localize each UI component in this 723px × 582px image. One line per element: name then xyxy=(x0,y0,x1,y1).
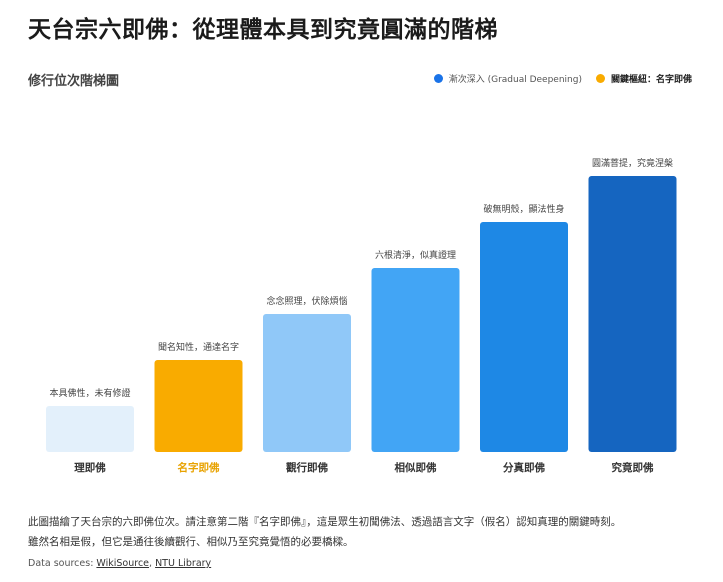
chart-title: 修行位次階梯圖 xyxy=(28,74,120,89)
x-tick-label-3: 觀行即佛 xyxy=(286,461,328,474)
chart-description: 此圖描繪了天台宗的六即佛位次。請注意第二階『名字即佛』，這是眾生初聞佛法、透過語… xyxy=(28,512,700,552)
data-sources: Data sources: WikiSource, NTU Library xyxy=(28,558,211,569)
page-title: 天台宗六即佛：從理體本具到究竟圓滿的階梯 xyxy=(28,17,498,43)
sources-prefix: Data sources: xyxy=(28,558,97,569)
x-tick-label-6: 究竟即佛 xyxy=(612,461,654,474)
legend-item-key: 關鍵樞紐：名字即佛 xyxy=(595,72,692,85)
chart-legend: 漸次深入 (Gradual Deepening) 關鍵樞紐：名字即佛 xyxy=(433,72,692,85)
source-link-wikisource[interactable]: WikiSource xyxy=(96,558,150,569)
bar-1 xyxy=(46,406,134,452)
bar-6 xyxy=(588,176,677,452)
sources-separator: , xyxy=(149,558,156,569)
bar-2 xyxy=(154,360,243,452)
bar-3 xyxy=(263,314,351,452)
bar-annotation-5: 破無明殼，顯法性身 xyxy=(483,203,564,215)
x-tick-label-4: 相似即佛 xyxy=(395,461,437,474)
chart-card: 本具佛性，未有修證 理即佛 聞名知性，通達名字 名字即佛 念念照理，伏除煩惱 觀行即佛 六根… xyxy=(28,62,700,492)
x-tick-label-1: 理即佛 xyxy=(74,461,106,474)
bar-4 xyxy=(371,268,460,452)
bar-annotation-6: 圓滿菩提，究竟涅槃 xyxy=(592,157,673,169)
bar-annotation-4: 六根清淨，似真證理 xyxy=(375,249,456,261)
bar-5 xyxy=(480,222,568,452)
legend-swatch-gradual xyxy=(433,74,443,83)
legend-label-gradual: 漸次深入 (Gradual Deepening) xyxy=(448,75,582,85)
legend-label-key: 關鍵樞紐：名字即佛 xyxy=(610,75,692,85)
legend-item-gradual: 漸次深入 (Gradual Deepening) xyxy=(433,72,582,85)
legend-swatch-key xyxy=(595,74,605,83)
bar-annotation-2: 聞名知性，通達名字 xyxy=(158,341,239,353)
x-tick-label-5: 分真即佛 xyxy=(503,461,545,474)
bar-annotation-1: 本具佛性，未有修證 xyxy=(49,387,130,399)
bar-annotation-3: 念念照理，伏除煩惱 xyxy=(266,295,347,307)
x-tick-label-2: 名字即佛 xyxy=(178,461,220,474)
description-line-2: 雖然名相是假，但它是通往後續觀行、相似乃至究竟覺悟的必要橋樑。 xyxy=(28,536,354,548)
description-line-1: 此圖描繪了天台宗的六即佛位次。請注意第二階『名字即佛』，這是眾生初聞佛法、透過語… xyxy=(28,516,622,528)
source-link-ntu-library[interactable]: NTU Library xyxy=(155,558,212,569)
